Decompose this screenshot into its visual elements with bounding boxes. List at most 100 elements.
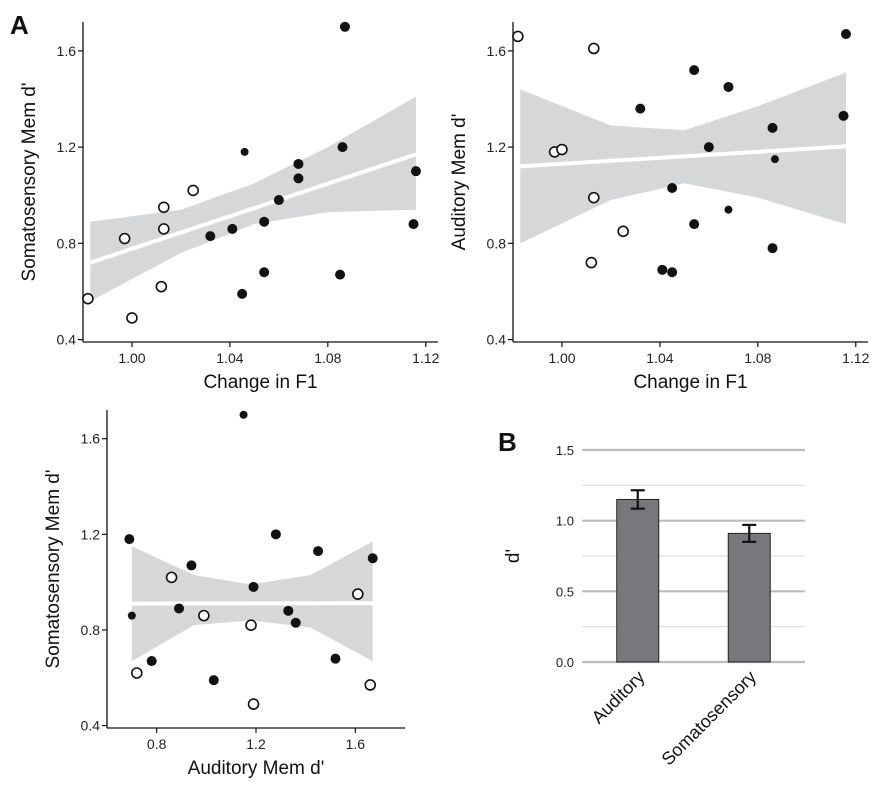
x-tick-label: 1.00 [548, 350, 575, 366]
data-point-open [352, 588, 364, 600]
x-tick-label: 1.00 [118, 350, 145, 366]
category-label: Somatosensory [658, 667, 761, 770]
confidence-band [90, 96, 417, 302]
data-point-open [587, 42, 600, 55]
y-axis-label: Auditory Mem d' [449, 114, 470, 251]
data-point-filled [208, 675, 219, 686]
x-tick-label: 1.12 [412, 350, 439, 366]
y-tick-label: 0.4 [57, 332, 77, 348]
data-point-filled [767, 243, 778, 254]
data-point-filled [124, 534, 135, 545]
data-point-filled [724, 205, 733, 214]
data-point-filled [337, 142, 348, 153]
x-tick-label: 1.2 [246, 736, 266, 752]
data-point-filled [174, 603, 185, 614]
data-point-filled [330, 653, 341, 664]
scatter-aud-vs-f1-chart: 0.4 0.8 1.2 1.6 1.00 1.04 1.08 1.12 Change in F1… [449, 22, 870, 393]
data-point-filled [259, 216, 270, 227]
data-point-filled [339, 21, 350, 32]
data-point-filled [689, 65, 700, 76]
bar-somatosensory [727, 532, 771, 663]
data-point-open [512, 30, 524, 43]
x-tick-label: 1.12 [842, 350, 869, 366]
data-point-filled [127, 611, 136, 620]
data-point-filled [273, 195, 284, 206]
data-point-filled [840, 29, 851, 40]
data-point-open [157, 201, 170, 214]
y-tick-label: 0.8 [57, 235, 77, 251]
data-point-open [247, 698, 260, 710]
panel-letter-a: A [10, 10, 29, 40]
y-tick-label: 1.2 [81, 526, 101, 542]
data-point-open [131, 667, 143, 679]
data-point-filled [248, 581, 259, 592]
data-point-filled [767, 122, 778, 133]
data-point-filled [313, 546, 324, 557]
data-point-filled [293, 158, 304, 169]
data-point-open [364, 679, 377, 691]
y-axis-label: Somatosensory Mem d' [19, 83, 40, 282]
data-point-filled [689, 219, 700, 230]
bar-auditory [616, 498, 660, 663]
data-point-open [585, 256, 598, 269]
x-tick-label: 1.6 [346, 736, 366, 752]
y-tick-label: 1.6 [57, 43, 77, 59]
data-point-filled [146, 656, 157, 667]
data-point-filled [408, 219, 419, 230]
data-point-open [165, 571, 178, 584]
data-point-open [617, 225, 629, 238]
y-tick-label: 1.2 [57, 139, 77, 155]
y-tick-label: 1.0 [556, 514, 574, 529]
data-point-filled [667, 267, 678, 278]
x-tick-label: 0.8 [147, 736, 167, 752]
data-point-open [155, 280, 168, 293]
data-point-filled [635, 103, 646, 114]
data-point-filled [270, 529, 281, 540]
panel-letter-b: B [498, 427, 517, 457]
data-point-open [157, 223, 170, 235]
bar-dprime-chart: 0.0 0.5 1.0 1.5 d' Auditory Somatosensory [503, 443, 805, 769]
x-tick-label: 1.08 [314, 350, 341, 366]
data-point-filled [410, 166, 421, 177]
y-tick-label: 1.6 [487, 43, 507, 59]
regression-line [520, 144, 847, 169]
x-tick-label: 1.04 [646, 350, 673, 366]
x-tick-label: 1.04 [216, 350, 243, 366]
y-axis-label: Somatosensory Mem d' [43, 470, 64, 669]
category-label: Auditory [588, 667, 649, 728]
regression-line [89, 152, 417, 265]
data-point-filled [205, 231, 216, 242]
y-tick-label: 0.8 [81, 622, 101, 638]
y-tick-label: 1.6 [81, 431, 101, 447]
data-point-filled [367, 553, 378, 564]
y-tick-label: 0.5 [556, 584, 574, 599]
data-point-filled [240, 147, 249, 156]
confidence-band [131, 541, 373, 662]
data-point-filled [227, 223, 238, 234]
scatter-soma-vs-f1-chart: 0.4 0.8 1.2 1.6 1.00 1.04 1.08 1.12 Change in F1… [19, 21, 440, 393]
y-tick-label: 0.4 [487, 332, 507, 348]
data-point-open [187, 184, 199, 197]
data-point-filled [703, 142, 714, 153]
data-point-filled [239, 410, 248, 419]
y-tick-label: 1.5 [556, 443, 574, 458]
data-point-filled [186, 560, 197, 571]
y-tick-label: 0.4 [81, 718, 101, 734]
data-point-filled [290, 617, 301, 628]
x-axis-label: Change in F1 [203, 372, 317, 393]
y-tick-label: 0.0 [556, 655, 574, 670]
data-point-filled [335, 269, 346, 280]
x-axis-label: Auditory Mem d' [188, 758, 325, 779]
data-point-filled [723, 81, 734, 92]
data-point-filled [293, 173, 304, 184]
data-point-filled [657, 264, 668, 275]
data-point-open [198, 609, 210, 622]
y-tick-label: 0.8 [487, 235, 507, 251]
data-point-filled [283, 605, 294, 616]
data-point-open [556, 143, 568, 156]
data-point-filled [259, 267, 270, 278]
data-point-open [587, 191, 600, 204]
y-axis-label: d' [503, 549, 524, 563]
scatter-soma-vs-aud-chart: 0.4 0.8 1.2 1.6 0.8 1.2 1.6 Auditory Mem d' Soma… [43, 410, 405, 779]
